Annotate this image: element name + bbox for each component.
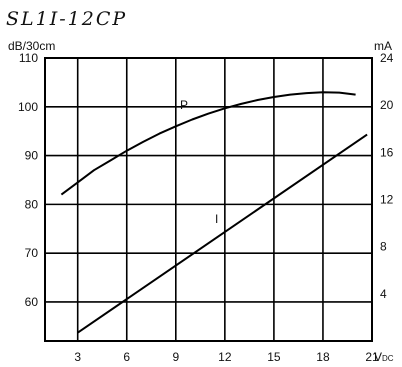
left-tick-label-90: 90 bbox=[25, 149, 39, 163]
right-tick-label-20: 20 bbox=[380, 98, 394, 112]
series-layer: PI bbox=[60, 91, 368, 334]
x-tick-label-12: 12 bbox=[218, 350, 232, 364]
x-tick-label-21: 21 bbox=[365, 350, 379, 364]
x-tick-label-6: 6 bbox=[123, 350, 130, 364]
tick-labels: 3 6 9 12 15 18 21 60 70 80 90 100 110 4 8 12 16 20 24 bbox=[18, 51, 394, 364]
grid bbox=[45, 58, 372, 341]
series-label-P: P bbox=[180, 98, 188, 112]
x-tick-label-9: 9 bbox=[172, 350, 179, 364]
x-axis-unit-main: V bbox=[374, 350, 382, 364]
left-tick-label-110: 110 bbox=[19, 51, 38, 65]
right-tick-label-24: 24 bbox=[380, 51, 394, 65]
right-tick-label-12: 12 bbox=[380, 193, 394, 207]
x-tick-label-18: 18 bbox=[316, 350, 330, 364]
right-tick-label-4: 4 bbox=[380, 287, 387, 301]
series-line-P bbox=[60, 91, 356, 196]
left-tick-label-100: 100 bbox=[18, 100, 38, 114]
series-label-I: I bbox=[215, 212, 218, 226]
x-axis-unit: VDC bbox=[374, 350, 394, 364]
x-tick-label-15: 15 bbox=[267, 350, 281, 364]
plot-frame bbox=[44, 57, 373, 342]
series-line-I bbox=[77, 133, 368, 334]
right-tick-label-16: 16 bbox=[380, 145, 394, 159]
left-tick-label-60: 60 bbox=[25, 295, 39, 309]
x-tick-label-3: 3 bbox=[74, 350, 81, 364]
left-tick-label-70: 70 bbox=[25, 246, 39, 260]
left-tick-label-80: 80 bbox=[25, 197, 39, 211]
chart-title: SL1I-12CP bbox=[6, 8, 128, 30]
left-axis-unit: dB/30cm bbox=[8, 39, 55, 53]
right-axis-unit: mA bbox=[374, 39, 392, 53]
x-axis-unit-sub: DC bbox=[382, 354, 394, 363]
right-tick-label-8: 8 bbox=[380, 240, 387, 254]
